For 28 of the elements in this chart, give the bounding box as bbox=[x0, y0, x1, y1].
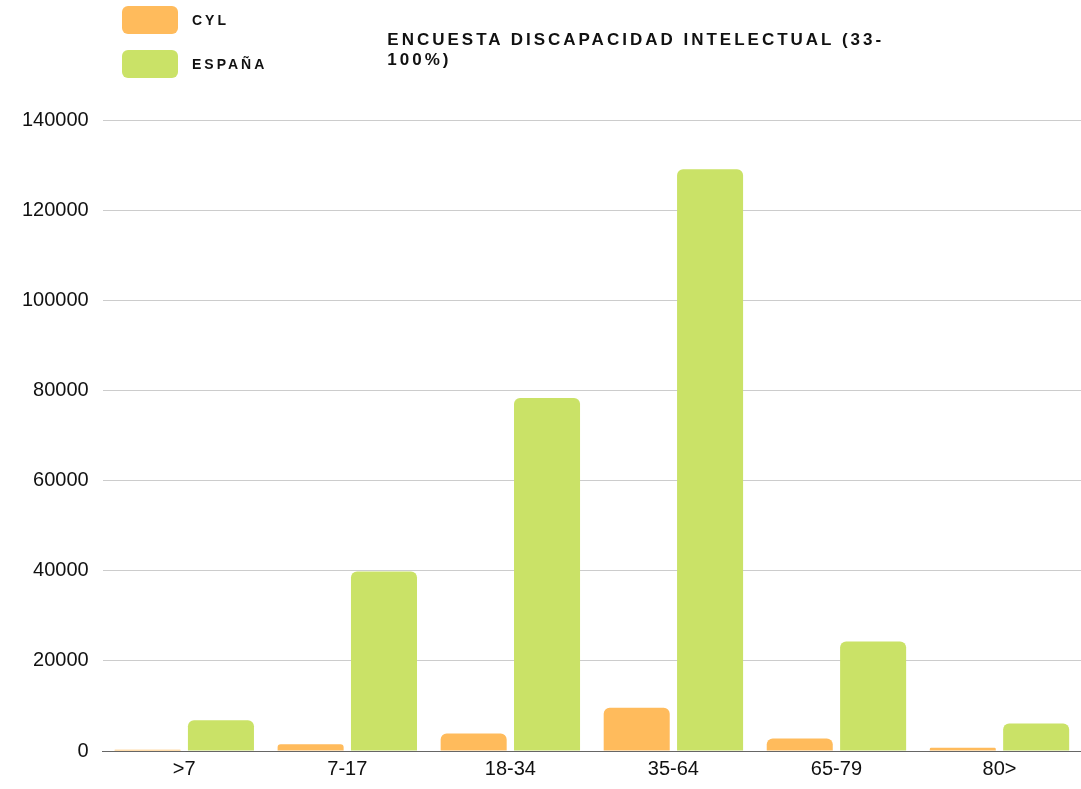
bar bbox=[766, 738, 833, 751]
x-tick-label: 65-79 bbox=[810, 756, 863, 779]
bar bbox=[929, 747, 996, 751]
bar bbox=[677, 169, 744, 751]
x-tick-label: 80> bbox=[982, 756, 1017, 779]
bar bbox=[277, 744, 344, 751]
y-tick-label: 20000 bbox=[33, 648, 89, 671]
y-tick-label: 120000 bbox=[21, 197, 89, 220]
y-tick-label: 140000 bbox=[21, 107, 89, 130]
legend-label: CYL bbox=[192, 12, 229, 28]
x-tick-label: 7-17 bbox=[327, 756, 368, 779]
bar bbox=[350, 571, 418, 751]
x-tick-label: 35-64 bbox=[647, 756, 699, 779]
y-tick-label: 0 bbox=[77, 738, 89, 761]
chart-title: ENCUESTA DISCAPACIDAD INTELECTUAL (33-100%) bbox=[387, 30, 886, 70]
bar bbox=[187, 720, 254, 751]
y-tick-label: 40000 bbox=[33, 558, 89, 581]
x-tick-label: 18-34 bbox=[484, 756, 536, 779]
y-tick-label: 80000 bbox=[33, 377, 89, 400]
bar bbox=[1003, 723, 1070, 751]
bar bbox=[514, 398, 581, 751]
legend-label: ESPAÑA bbox=[192, 56, 268, 72]
bar bbox=[603, 707, 670, 751]
x-tick-label: >7 bbox=[172, 756, 196, 779]
bar bbox=[440, 733, 507, 751]
y-tick-label: 100000 bbox=[21, 287, 89, 310]
bar bbox=[840, 641, 907, 751]
y-tick-label: 60000 bbox=[33, 468, 89, 491]
